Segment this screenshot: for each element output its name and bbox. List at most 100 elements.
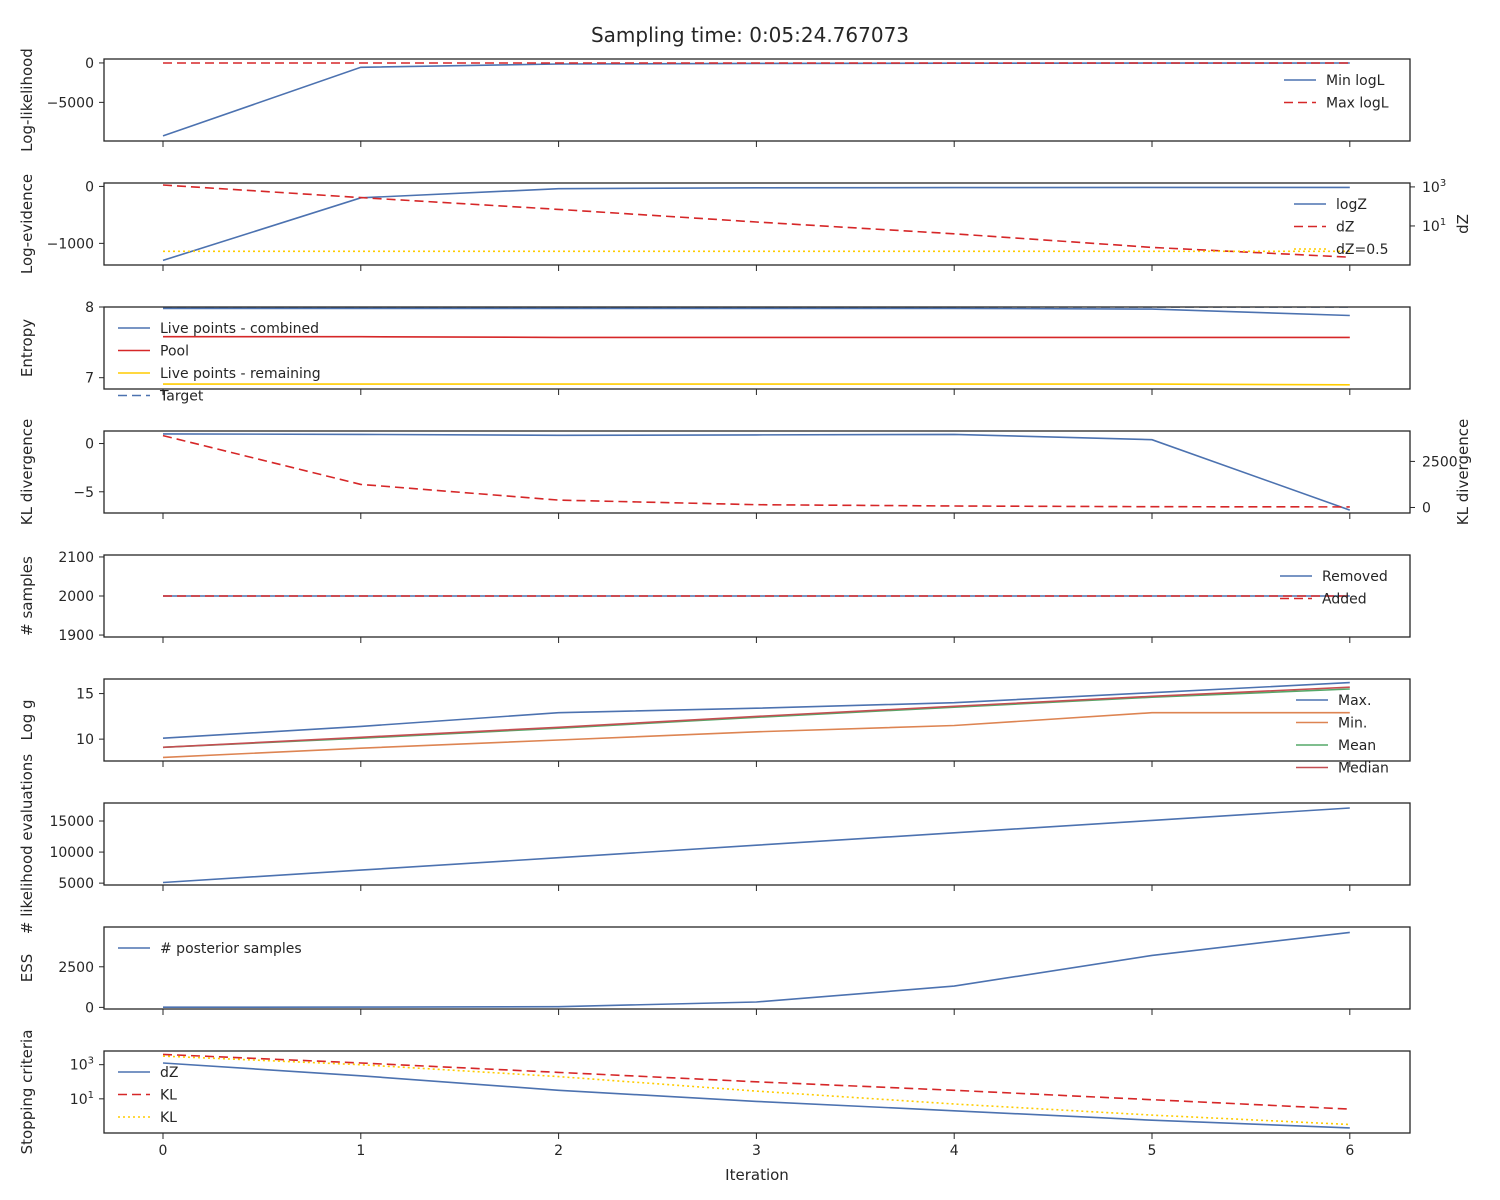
y2-axis-label: KL divergence (1454, 419, 1472, 525)
y-tick-label: 5000 (58, 876, 94, 892)
series-group (163, 307, 1350, 386)
legend-label: logZ (1336, 197, 1367, 213)
legend-label: Pool (160, 344, 189, 360)
series-line-mean (162, 688, 1350, 749)
series-line-median (162, 686, 1350, 749)
legend-label: Max logL (1326, 96, 1389, 112)
y-tick-label: 10000 (49, 845, 94, 861)
y-axis-label: ESS (18, 954, 36, 983)
series-group (162, 681, 1350, 759)
legend: logZ dZ dZ=0.5 (1294, 197, 1388, 258)
figure-title: Sampling time: 0:05:24.767073 (591, 23, 909, 47)
y-tick-label: −5 (73, 485, 94, 501)
legend-label: Min logL (1326, 73, 1385, 89)
series-group (162, 931, 1350, 1009)
x-tick-label: 4 (950, 1143, 959, 1159)
y-tick-label: 0 (85, 179, 94, 195)
panel-7: 15000 10000 5000 # likelihood evaluations (18, 754, 1411, 934)
panel-5: 2100 2000 1900 # samples Removed Added (18, 550, 1411, 644)
legend: Removed Added (1280, 569, 1388, 608)
y-tick-label: 15 (76, 687, 94, 703)
legend-label: Mean (1338, 738, 1376, 754)
y2-axis-label: dZ (1454, 214, 1472, 234)
legend-label: dZ (160, 1065, 178, 1081)
series-line-dz (162, 184, 1350, 258)
y2-tick-label: 101 (1422, 217, 1446, 235)
y-axis-label: Log-likelihood (18, 48, 36, 152)
y2-tick-label: 103 (1422, 178, 1446, 196)
y-tick-label: 7 (85, 371, 94, 387)
y-tick-label: 103 (70, 1056, 94, 1074)
legend-label: Median (1338, 761, 1389, 777)
series-group (162, 807, 1350, 884)
x-axis-label: Iteration (725, 1166, 789, 1184)
series-line-kl (162, 1055, 1350, 1126)
axes-frame (103, 678, 1411, 762)
legend-label: Target (159, 389, 204, 405)
legend: Max. Min. Mean Median (1296, 693, 1389, 777)
y-tick-label: 15000 (49, 814, 94, 830)
y-tick-label: 2500 (58, 960, 94, 976)
series-line-min (162, 711, 1350, 759)
x-tick-label: 3 (752, 1143, 761, 1159)
legend-label: KL (160, 1088, 177, 1104)
panel-6: 15 10 Log g Max. Min. Mean Median (18, 678, 1411, 777)
axes-frame (103, 430, 1411, 514)
y-tick-label: −1000 (47, 236, 94, 252)
y-axis-label: Entropy (18, 319, 36, 377)
legend-label: KL (160, 1110, 177, 1126)
series-line-logz (162, 186, 1350, 262)
series-group (162, 1053, 1350, 1129)
legend-label: Added (1322, 592, 1367, 608)
axes-frame (103, 58, 1411, 142)
series-line-unnamed-0 (162, 807, 1350, 884)
axes-frame (103, 802, 1411, 886)
series-group (162, 62, 1350, 137)
panel-4: 0 −5 2500 0 KL divergence KL divergence (18, 419, 1472, 525)
y-tick-label: 0 (85, 437, 94, 453)
series-group (162, 184, 1350, 262)
y-tick-label: −5000 (47, 95, 94, 111)
series-line-min-logl (162, 62, 1350, 137)
y-tick-label: 101 (70, 1090, 94, 1108)
y2-tick-label: 2500 (1422, 454, 1458, 470)
legend: dZ KL KL (118, 1065, 178, 1126)
y-axis-label: # samples (18, 556, 36, 636)
legend: # posterior samples (118, 941, 302, 957)
legend-label: dZ=0.5 (1336, 242, 1388, 258)
legend-label: Removed (1322, 569, 1388, 585)
legend: Min logL Max logL (1284, 73, 1389, 112)
series-line-kl (162, 1053, 1350, 1110)
y-axis-label: Log g (18, 699, 36, 740)
legend-label: dZ (1336, 220, 1354, 236)
x-tick-label: 0 (159, 1143, 168, 1159)
x-tick-label: 6 (1345, 1143, 1354, 1159)
series-line-max (162, 681, 1350, 739)
legend-label: Min. (1338, 716, 1367, 732)
axes-frame (103, 306, 1411, 390)
series-line-posterior-samples (162, 931, 1350, 1009)
y-tick-label: 0 (85, 1000, 94, 1016)
series-line-unnamed-1 (162, 434, 1350, 508)
legend-label: # posterior samples (160, 941, 302, 957)
axes-frame (103, 554, 1411, 638)
panel-8: 2500 0 ESS # posterior samples (18, 926, 1411, 1016)
legend: Live points - combined Pool Live points - … (118, 321, 321, 405)
y2-tick-label: 0 (1422, 500, 1431, 516)
series-line-pool (163, 335, 1350, 339)
series-group (162, 433, 1351, 511)
y-tick-label: 10 (76, 732, 94, 748)
axes-frame (103, 926, 1411, 1010)
y-axis-label: # likelihood evaluations (18, 754, 36, 934)
y-axis-label: KL divergence (18, 419, 36, 525)
panel-1: 0 −5000 Log-likelihood Min logL Max logL (18, 48, 1411, 152)
x-tick-label: 5 (1148, 1143, 1157, 1159)
series-line-live-points-remaining (163, 383, 1350, 386)
x-tick-label: 1 (356, 1143, 365, 1159)
axes-frame (103, 182, 1411, 266)
y-tick-label: 0 (85, 56, 94, 72)
